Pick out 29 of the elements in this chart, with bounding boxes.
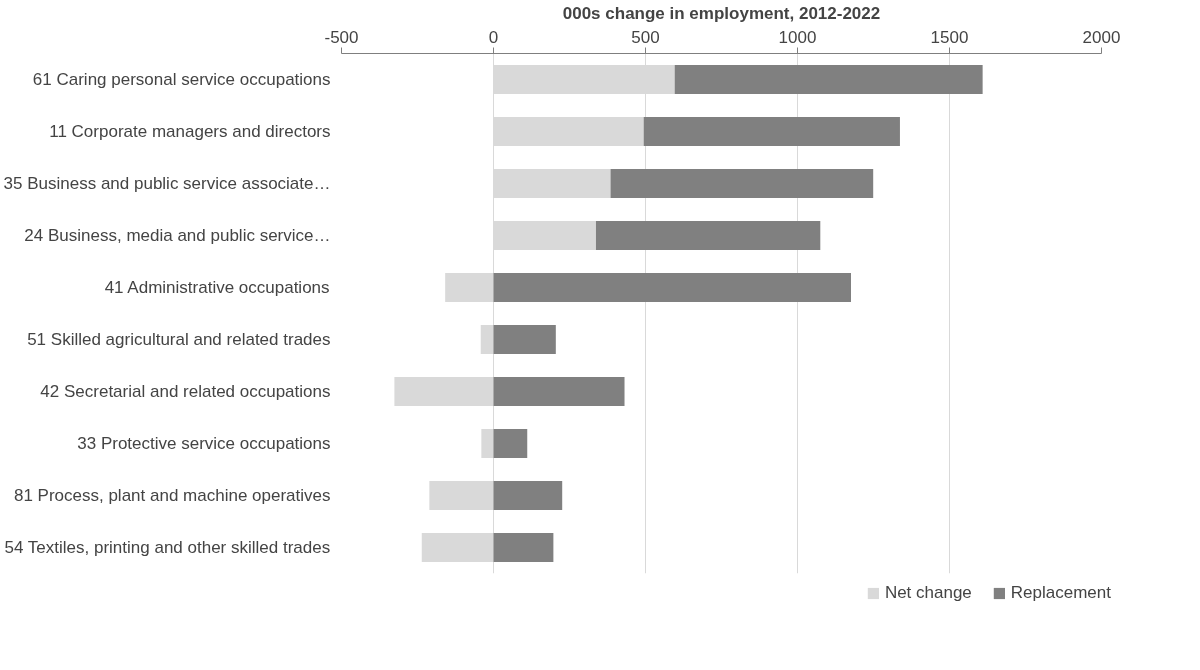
bar: [493, 272, 851, 303]
bar: [493, 532, 554, 563]
y-tick-label: 61 Caring personal service occupations: [32, 70, 331, 89]
y-tick-label: 11 Corporate managers and directors: [49, 122, 331, 141]
bar: [674, 64, 983, 95]
x-axis-title: 000s change in employment, 2012-2022: [562, 3, 881, 23]
bar: [493, 376, 625, 407]
x-tick-label: 1500: [930, 27, 969, 47]
bar: [610, 168, 874, 199]
y-tick-label: 54 Textiles, printing and other skilled trades: [4, 538, 331, 557]
y-tick-label: 33 Protective service occupations: [77, 434, 331, 453]
y-tick-label: 24 Business, media and public service…: [24, 226, 331, 245]
x-tick-label: -500: [324, 27, 359, 47]
y-tick-label: 41 Administrative occupations: [104, 278, 330, 297]
x-tick-label: 1000: [778, 27, 817, 47]
x-tick-label: 2000: [1082, 27, 1121, 47]
legend-label: Net change: [884, 583, 972, 603]
y-tick-label: 51 Skilled agricultural and related trades: [27, 330, 331, 349]
y-tick-label: 42 Secretarial and related occupations: [40, 382, 331, 401]
y-tick-label: 35 Business and public service associate…: [3, 174, 331, 193]
bar: [493, 324, 556, 355]
x-tick-label: 500: [631, 27, 660, 47]
bar: [643, 116, 900, 147]
bar: [595, 220, 821, 251]
y-tick-label: 81 Process, plant and machine operatives: [13, 486, 331, 505]
x-tick-label: 0: [488, 27, 499, 47]
bar: [493, 428, 528, 459]
legend-label: Replacement: [1010, 583, 1111, 603]
bar: [493, 480, 563, 511]
